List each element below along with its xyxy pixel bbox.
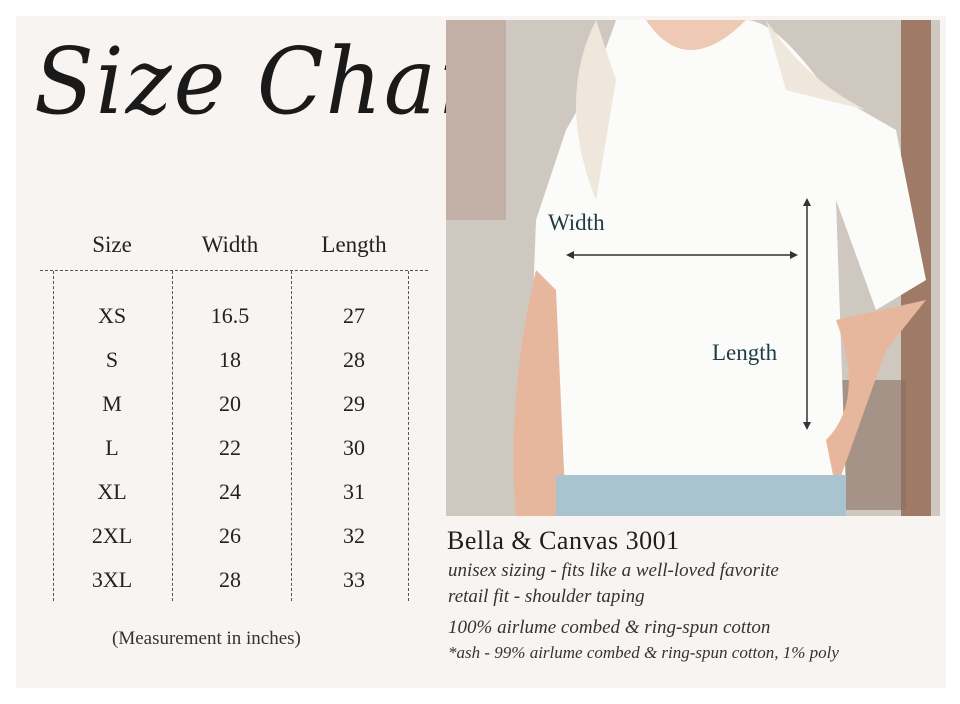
- width-cell: 22: [219, 435, 241, 460]
- size-cell: XS: [97, 303, 127, 328]
- length-cell: 28: [343, 347, 365, 372]
- model-photo: Width Length: [446, 20, 940, 516]
- length-cell: 29: [343, 391, 365, 416]
- length-cell: 31: [343, 479, 365, 504]
- size-cell: S: [105, 347, 119, 372]
- column-divider: [408, 271, 409, 601]
- length-cell: 33: [343, 567, 365, 592]
- tshirt-photo-illustration: [446, 20, 940, 516]
- product-name: Bella & Canvas 3001: [447, 526, 680, 555]
- width-cell: 18: [219, 347, 241, 372]
- size-cell: M: [102, 391, 122, 416]
- header-size: Size: [92, 232, 132, 257]
- size-cell: L: [105, 435, 119, 460]
- column-divider: [172, 271, 173, 601]
- size-cell: 3XL: [91, 567, 133, 592]
- product-desc-line: 100% airlume combed & ring-spun cotton: [448, 617, 771, 638]
- header-width: Width: [201, 232, 259, 257]
- header-length: Length: [321, 232, 387, 257]
- product-desc-line: *ash - 99% airlume combed & ring-spun co…: [448, 643, 839, 662]
- column-divider: [53, 271, 54, 601]
- length-cell: 27: [343, 303, 365, 328]
- column-divider: [291, 271, 292, 601]
- page-title: Size Chart: [34, 28, 519, 135]
- product-desc-line: retail fit - shoulder taping: [448, 586, 645, 607]
- size-cell: XL: [97, 479, 127, 504]
- width-cell: 20: [219, 391, 241, 416]
- length-cell: 30: [343, 435, 365, 460]
- size-cell: 2XL: [91, 523, 133, 548]
- width-label: Width: [548, 210, 605, 235]
- measurement-note: (Measurement in inches): [112, 628, 301, 649]
- table-divider: [40, 270, 428, 271]
- width-cell: 16.5: [210, 303, 250, 328]
- width-cell: 28: [219, 567, 241, 592]
- width-cell: 24: [219, 479, 241, 504]
- length-label: Length: [712, 340, 778, 365]
- length-cell: 32: [343, 523, 365, 548]
- width-cell: 26: [219, 523, 241, 548]
- product-desc-line: unisex sizing - fits like a well-loved f…: [448, 560, 779, 581]
